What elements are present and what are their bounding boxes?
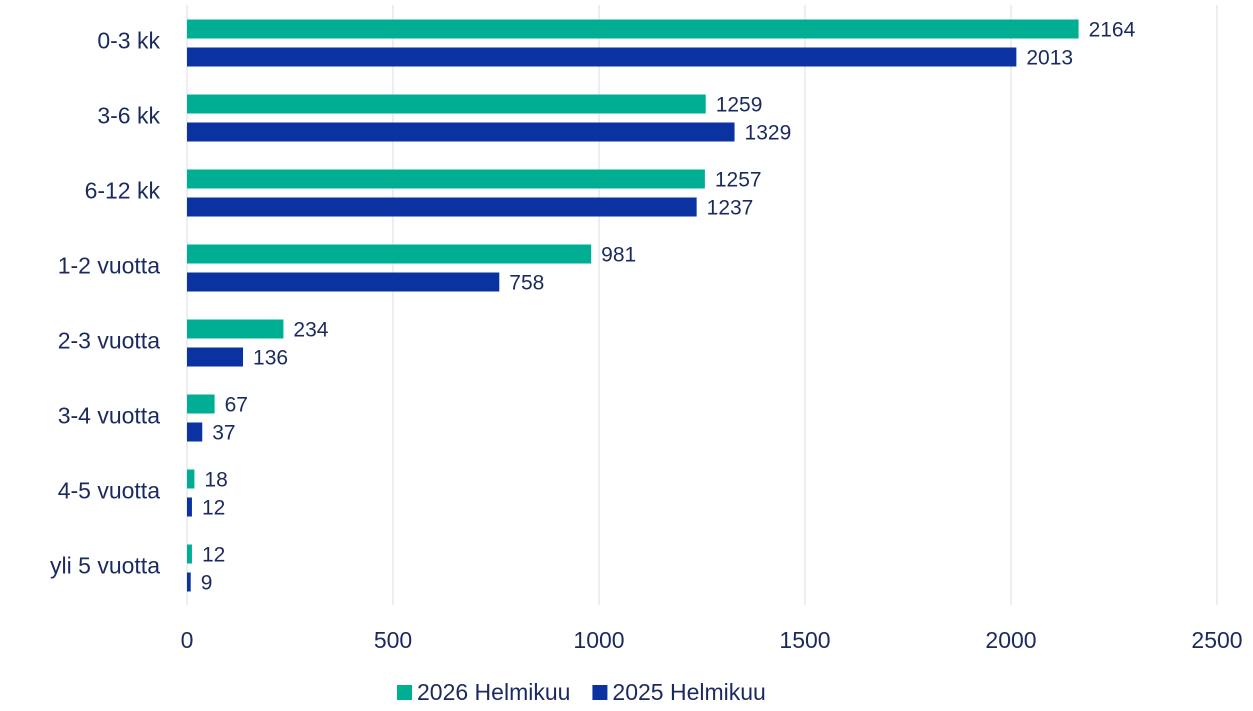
legend-label: 2026 Helmikuu bbox=[417, 679, 570, 705]
value-label: 2164 bbox=[1089, 19, 1136, 42]
bar bbox=[187, 122, 735, 142]
y-tick-label: 2-3 vuotta bbox=[58, 328, 160, 354]
y-tick-label: 1-2 vuotta bbox=[58, 253, 160, 279]
value-label: 136 bbox=[253, 347, 288, 370]
value-label: 981 bbox=[601, 244, 636, 267]
y-tick-label: 3-6 kk bbox=[97, 103, 160, 129]
value-label: 1237 bbox=[707, 197, 754, 220]
bar bbox=[187, 394, 215, 414]
value-label: 18 bbox=[204, 469, 227, 492]
value-label: 1329 bbox=[745, 122, 792, 145]
bar bbox=[187, 497, 192, 517]
legend-swatch bbox=[592, 685, 608, 700]
value-label: 1259 bbox=[716, 94, 763, 117]
x-tick-label: 1500 bbox=[779, 627, 830, 653]
x-tick-label: 500 bbox=[374, 627, 412, 653]
value-label: 12 bbox=[202, 544, 225, 567]
value-label: 9 bbox=[201, 572, 213, 595]
bar bbox=[187, 572, 191, 592]
bar bbox=[187, 94, 706, 114]
y-tick-label: yli 5 vuotta bbox=[50, 553, 160, 579]
bar bbox=[187, 47, 1017, 67]
bar bbox=[187, 422, 203, 442]
value-label: 758 bbox=[509, 272, 544, 295]
y-tick-label: 4-5 vuotta bbox=[58, 478, 160, 504]
y-tick-label: 0-3 kk bbox=[97, 28, 160, 54]
bar bbox=[187, 347, 244, 367]
y-tick-label: 6-12 kk bbox=[85, 178, 161, 204]
value-label: 2013 bbox=[1026, 47, 1073, 70]
bar bbox=[187, 197, 697, 217]
value-label: 12 bbox=[202, 497, 225, 520]
bar bbox=[187, 319, 284, 339]
legend-swatch bbox=[397, 685, 412, 700]
y-tick-label: 3-4 vuotta bbox=[58, 403, 160, 429]
bar bbox=[187, 244, 592, 264]
value-label: 37 bbox=[212, 422, 235, 445]
value-label: 234 bbox=[293, 319, 328, 342]
bar bbox=[187, 19, 1079, 39]
value-label: 67 bbox=[225, 394, 248, 417]
x-tick-label: 2500 bbox=[1191, 627, 1242, 653]
bar bbox=[187, 272, 500, 292]
bar bbox=[187, 169, 705, 189]
x-tick-label: 2000 bbox=[985, 627, 1036, 653]
value-label: 1257 bbox=[715, 169, 762, 192]
bar bbox=[187, 469, 195, 489]
x-tick-label: 0 bbox=[181, 627, 194, 653]
x-tick-label: 1000 bbox=[573, 627, 624, 653]
legend-label: 2025 Helmikuu bbox=[612, 679, 765, 705]
bar bbox=[187, 544, 192, 564]
